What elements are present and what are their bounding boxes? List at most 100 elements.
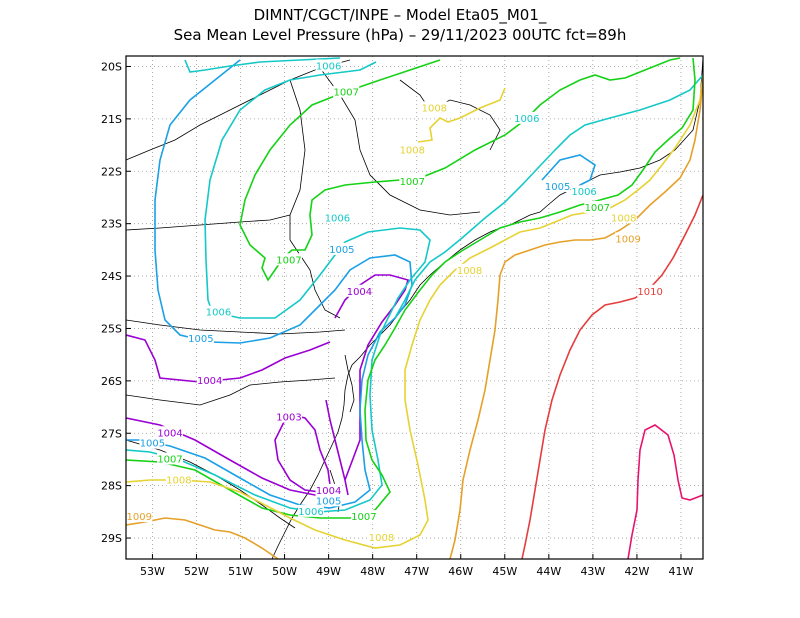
- isobar-label-background: [324, 211, 351, 224]
- isobar-label-background: [571, 185, 598, 198]
- isobar-label-1005: 1005: [188, 334, 213, 345]
- latitude-tick-label: 23S: [101, 218, 122, 231]
- isobar-label-background: [637, 284, 664, 297]
- isobar-label-1008: 1008: [611, 213, 636, 224]
- coastline: [271, 57, 703, 559]
- state-borders: [126, 59, 501, 529]
- isobar-label-background: [615, 232, 642, 245]
- isobar-label-1008: 1008: [422, 103, 447, 114]
- isobar-label-1009: 1009: [126, 512, 151, 523]
- isobar-label-background: [275, 253, 302, 266]
- isobar-label-1005: 1005: [329, 245, 354, 256]
- isobar-label-background: [610, 211, 637, 224]
- latitude-tick-label: 22S: [101, 165, 122, 178]
- isobar-label-background: [544, 179, 571, 192]
- isobar-label-background: [584, 200, 611, 213]
- isobar-label-background: [421, 101, 448, 114]
- isobar-label-background: [399, 143, 426, 156]
- latitude-tick-label: 28S: [101, 480, 122, 493]
- isobar-label-1008: 1008: [400, 145, 425, 156]
- isobar-label-background: [126, 510, 153, 523]
- isobar-label-1005: 1005: [545, 182, 570, 193]
- isobar-label-background: [165, 473, 192, 486]
- isobar-label-background: [139, 436, 166, 449]
- isobar-1010: [521, 194, 703, 559]
- latitude-tick-labels: 20S 21S 22S 23S 24S 25S 26S 27S 28S 29S: [101, 60, 131, 545]
- isobar-1009: [126, 79, 703, 559]
- latitude-tick-label: 26S: [101, 375, 122, 388]
- isobar-label-background: [328, 242, 355, 255]
- isobar-label-background: [187, 331, 214, 344]
- longitude-tick-label: 46W: [448, 565, 473, 578]
- isobar-label-1010: 1010: [637, 287, 662, 298]
- longitude-tick-label: 42W: [624, 565, 649, 578]
- isobar-label-1004: 1004: [316, 486, 341, 497]
- isobar-label-1005: 1005: [140, 439, 165, 450]
- longitude-tick-label: 53W: [140, 565, 165, 578]
- isobar-label-1007: 1007: [351, 512, 376, 523]
- latitude-tick-label: 20S: [101, 60, 122, 73]
- isobar-label-1004: 1004: [347, 287, 372, 298]
- isobar-label-1004: 1004: [157, 428, 182, 439]
- longitude-tick-label: 43W: [580, 565, 605, 578]
- isobar-label-background: [157, 426, 184, 439]
- isobar-label-background: [368, 531, 395, 544]
- map-title-line-2: Sea Mean Level Pressure (hPa) – 29/11/20…: [173, 26, 627, 44]
- isobar-label-background: [350, 510, 377, 523]
- isobar-label-1006: 1006: [514, 114, 539, 125]
- isobar-label-background: [513, 111, 540, 124]
- map-frame: [125, 55, 704, 560]
- isobar-label-background: [399, 174, 426, 187]
- isobar-label-1007: 1007: [276, 255, 301, 266]
- isobar-1011: [627, 424, 703, 559]
- isobar-label-1006: 1006: [298, 507, 323, 518]
- isobar-label-1006: 1006: [571, 187, 596, 198]
- isobar-label-background: [275, 410, 302, 423]
- longitude-tick-label: 47W: [404, 565, 429, 578]
- map-title-line-1: DIMNT/CGCT/INPE – Model Eta05_M01_: [253, 6, 547, 24]
- isobar-label-1007: 1007: [400, 177, 425, 188]
- longitude-tick-label: 44W: [536, 565, 561, 578]
- isobar-label-background: [157, 452, 184, 465]
- isobar-1008: [126, 74, 703, 549]
- isobar-label-1007: 1007: [157, 454, 182, 465]
- longitude-tick-label: 41W: [669, 565, 694, 578]
- isobar-label-1003: 1003: [276, 413, 301, 424]
- longitude-tick-label: 52W: [184, 565, 209, 578]
- isobar-label-1006: 1006: [206, 308, 231, 319]
- isobar-1006: [126, 57, 703, 513]
- isobar-label-background: [315, 483, 342, 496]
- isobar-label-1005: 1005: [316, 496, 341, 507]
- isobar-label-1009: 1009: [615, 234, 640, 245]
- isobar-label-1006: 1006: [325, 213, 350, 224]
- longitude-tick-labels: 53W 52W 51W 50W 49W 48W 47W 46W 45W 44W 43W 42W 41W: [140, 554, 694, 578]
- latitude-tick-label: 25S: [101, 322, 122, 335]
- longitude-tick-label: 48W: [360, 565, 385, 578]
- isobar-label-1008: 1008: [369, 533, 394, 544]
- longitude-tick-label: 49W: [316, 565, 341, 578]
- longitude-tick-label: 50W: [272, 565, 297, 578]
- longitude-tick-label: 45W: [492, 565, 517, 578]
- isobar-label-background: [315, 59, 342, 72]
- isobar-label-background: [315, 494, 342, 507]
- isobar-label-background: [297, 504, 324, 517]
- isobar-label-background: [196, 373, 223, 386]
- latitude-tick-label: 21S: [101, 113, 122, 126]
- latitude-tick-label: 27S: [101, 427, 122, 440]
- isobar-label-1007: 1007: [334, 88, 359, 99]
- isobar-label-1007: 1007: [585, 203, 610, 214]
- isobar-label-1006: 1006: [316, 61, 341, 72]
- latitude-tick-label: 24S: [101, 270, 122, 283]
- isobar-1007: [126, 57, 696, 519]
- latitude-tick-label: 29S: [101, 532, 122, 545]
- isobar-label-1008: 1008: [457, 266, 482, 277]
- isobar-label-background: [205, 305, 232, 318]
- isobar-labels: 1003100410041004100410051005100510051005…: [126, 59, 664, 544]
- isobar-label-1008: 1008: [166, 475, 191, 486]
- isobar-label-background: [333, 85, 360, 98]
- isobar-label-1004: 1004: [197, 376, 222, 387]
- isobar-label-background: [456, 263, 483, 276]
- longitude-tick-label: 51W: [228, 565, 253, 578]
- isobar-label-background: [346, 284, 373, 297]
